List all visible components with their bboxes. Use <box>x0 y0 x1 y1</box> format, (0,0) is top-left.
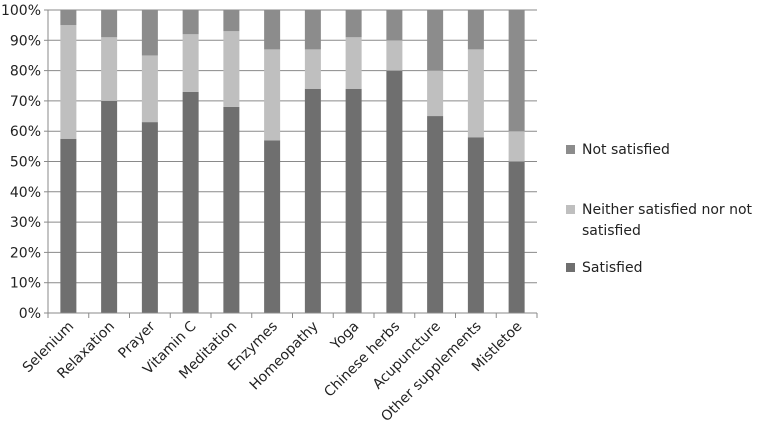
bar-segment <box>264 49 281 141</box>
legend-label: Not satisfied <box>582 142 670 158</box>
bar-segment <box>60 138 77 313</box>
y-tick-label: 60% <box>10 124 41 140</box>
y-tick-label: 80% <box>10 64 41 80</box>
bar-segment <box>264 10 281 50</box>
bar-segment <box>141 55 158 123</box>
bar-layer <box>60 10 525 314</box>
bar-segment <box>101 10 118 38</box>
bar-segment <box>427 10 444 71</box>
bar-segment <box>223 10 240 32</box>
y-tick-label: 70% <box>10 94 41 110</box>
legend-item: Satisfied <box>566 258 767 279</box>
y-tick-label: 10% <box>10 276 41 292</box>
legend-label: Satisfied <box>582 260 643 276</box>
y-tick-label: 50% <box>10 155 41 171</box>
bar-segment <box>345 88 362 313</box>
bar-segment <box>345 10 362 38</box>
bar-segment <box>467 10 484 50</box>
bar-segment <box>264 140 281 313</box>
bar-segment <box>467 137 484 313</box>
bar-segment <box>141 10 158 56</box>
y-tick-label: 0% <box>19 306 41 322</box>
bar-segment <box>223 106 240 314</box>
y-tick-label: 40% <box>10 185 41 201</box>
y-tick-label: 90% <box>10 33 41 49</box>
bar-segment <box>141 122 158 313</box>
bar-segment <box>101 100 118 314</box>
legend-item: Not satisfied <box>566 140 767 161</box>
legend-item: Neither satisfied nor not satisfied <box>566 200 767 242</box>
legend-swatch <box>566 263 575 272</box>
bar-segment <box>304 88 321 313</box>
bar-segment <box>182 10 199 35</box>
bar-segment <box>467 49 484 138</box>
x-tick-label: Yoga <box>327 319 362 354</box>
bar-segment <box>182 91 199 313</box>
bar-segment <box>386 10 403 41</box>
bar-segment <box>304 10 321 50</box>
bar-segment <box>508 161 525 313</box>
grid-layer <box>44 9 537 314</box>
bar-segment <box>101 37 118 101</box>
bar-segment <box>223 31 240 107</box>
y-tick-label: 20% <box>10 245 41 261</box>
bar-segment <box>508 131 525 162</box>
y-tick-label: 100% <box>1 3 41 19</box>
bar-segment <box>386 70 403 313</box>
bar-segment <box>60 10 77 26</box>
bar-segment <box>60 25 77 139</box>
bar-segment <box>345 37 362 89</box>
legend-label: Neither satisfied nor not satisfied <box>582 202 753 239</box>
legend-swatch <box>566 205 575 214</box>
bar-segment <box>182 34 199 92</box>
y-tick-label: 30% <box>10 215 41 231</box>
bar-segment <box>427 116 444 313</box>
bar-segment <box>427 70 444 117</box>
legend-swatch <box>566 145 575 154</box>
bar-segment <box>508 10 525 132</box>
bar-segment <box>304 49 321 89</box>
bar-segment <box>386 40 403 71</box>
